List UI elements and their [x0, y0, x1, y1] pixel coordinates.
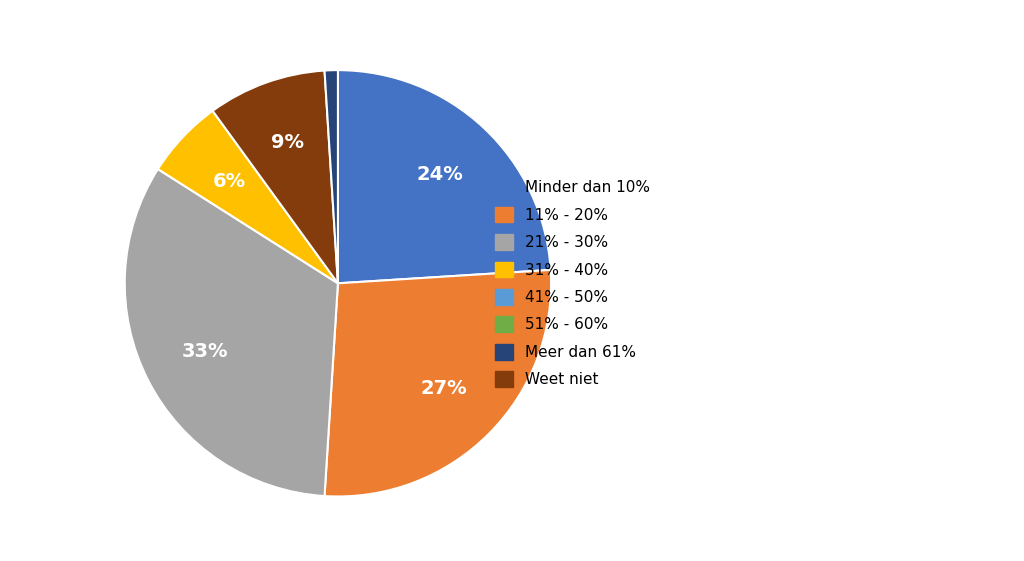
Text: 6%: 6% — [213, 172, 246, 191]
Wedge shape — [158, 111, 338, 283]
Wedge shape — [213, 71, 338, 283]
Text: 33%: 33% — [181, 342, 228, 361]
Wedge shape — [125, 169, 338, 496]
Wedge shape — [338, 70, 551, 283]
Text: 24%: 24% — [417, 165, 464, 184]
Text: 9%: 9% — [271, 134, 304, 153]
Text: 27%: 27% — [420, 379, 467, 398]
Wedge shape — [325, 70, 338, 283]
Legend: Minder dan 10%, 11% - 20%, 21% - 30%, 31% - 40%, 41% - 50%, 51% - 60%, Meer dan : Minder dan 10%, 11% - 20%, 21% - 30%, 31… — [495, 180, 650, 387]
Wedge shape — [325, 270, 551, 496]
